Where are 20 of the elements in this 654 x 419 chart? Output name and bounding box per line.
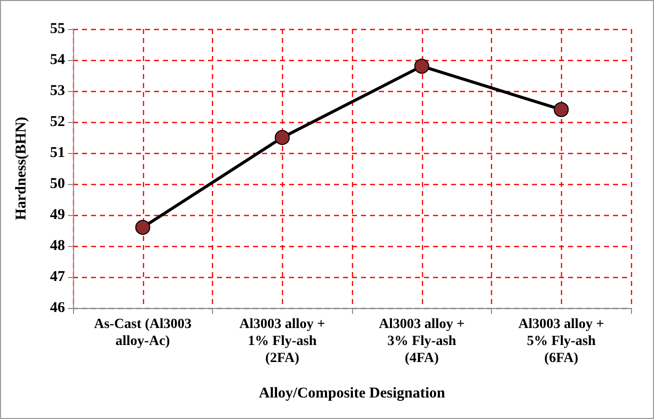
y-tick-label: 48 [50, 238, 65, 254]
y-tick-label: 52 [50, 114, 65, 130]
point [274, 130, 290, 145]
y-tick-label: 54 [50, 52, 66, 68]
y-tick-label: 55 [50, 21, 65, 37]
x-axis-title: Alloy/Composite Designation [258, 386, 446, 402]
y-tick-label: 47 [50, 269, 66, 285]
y-axis-title: Hardness(BHN) [14, 116, 30, 220]
x-tick-label: Al3003 alloy + 5% Fly-ash (6FA) [518, 317, 604, 366]
point [554, 102, 569, 118]
y-tick-label: 53 [50, 83, 65, 99]
y-tick-label: 51 [50, 145, 65, 161]
x-tick-label: Al3003 alloy + 1% Fly-ash (2FA) [239, 317, 326, 366]
x-tick-label: As-Cast (Al3003 alloy-Ac) [94, 317, 192, 349]
point [135, 220, 150, 235]
x-tick-label: Al3003 alloy + 3% Fly-ash (4FA) [378, 317, 465, 366]
y-tick-label: 50 [50, 176, 65, 192]
y-tick-label: 46 [50, 300, 66, 316]
point [414, 58, 430, 74]
y-tick-label: 49 [50, 207, 65, 223]
